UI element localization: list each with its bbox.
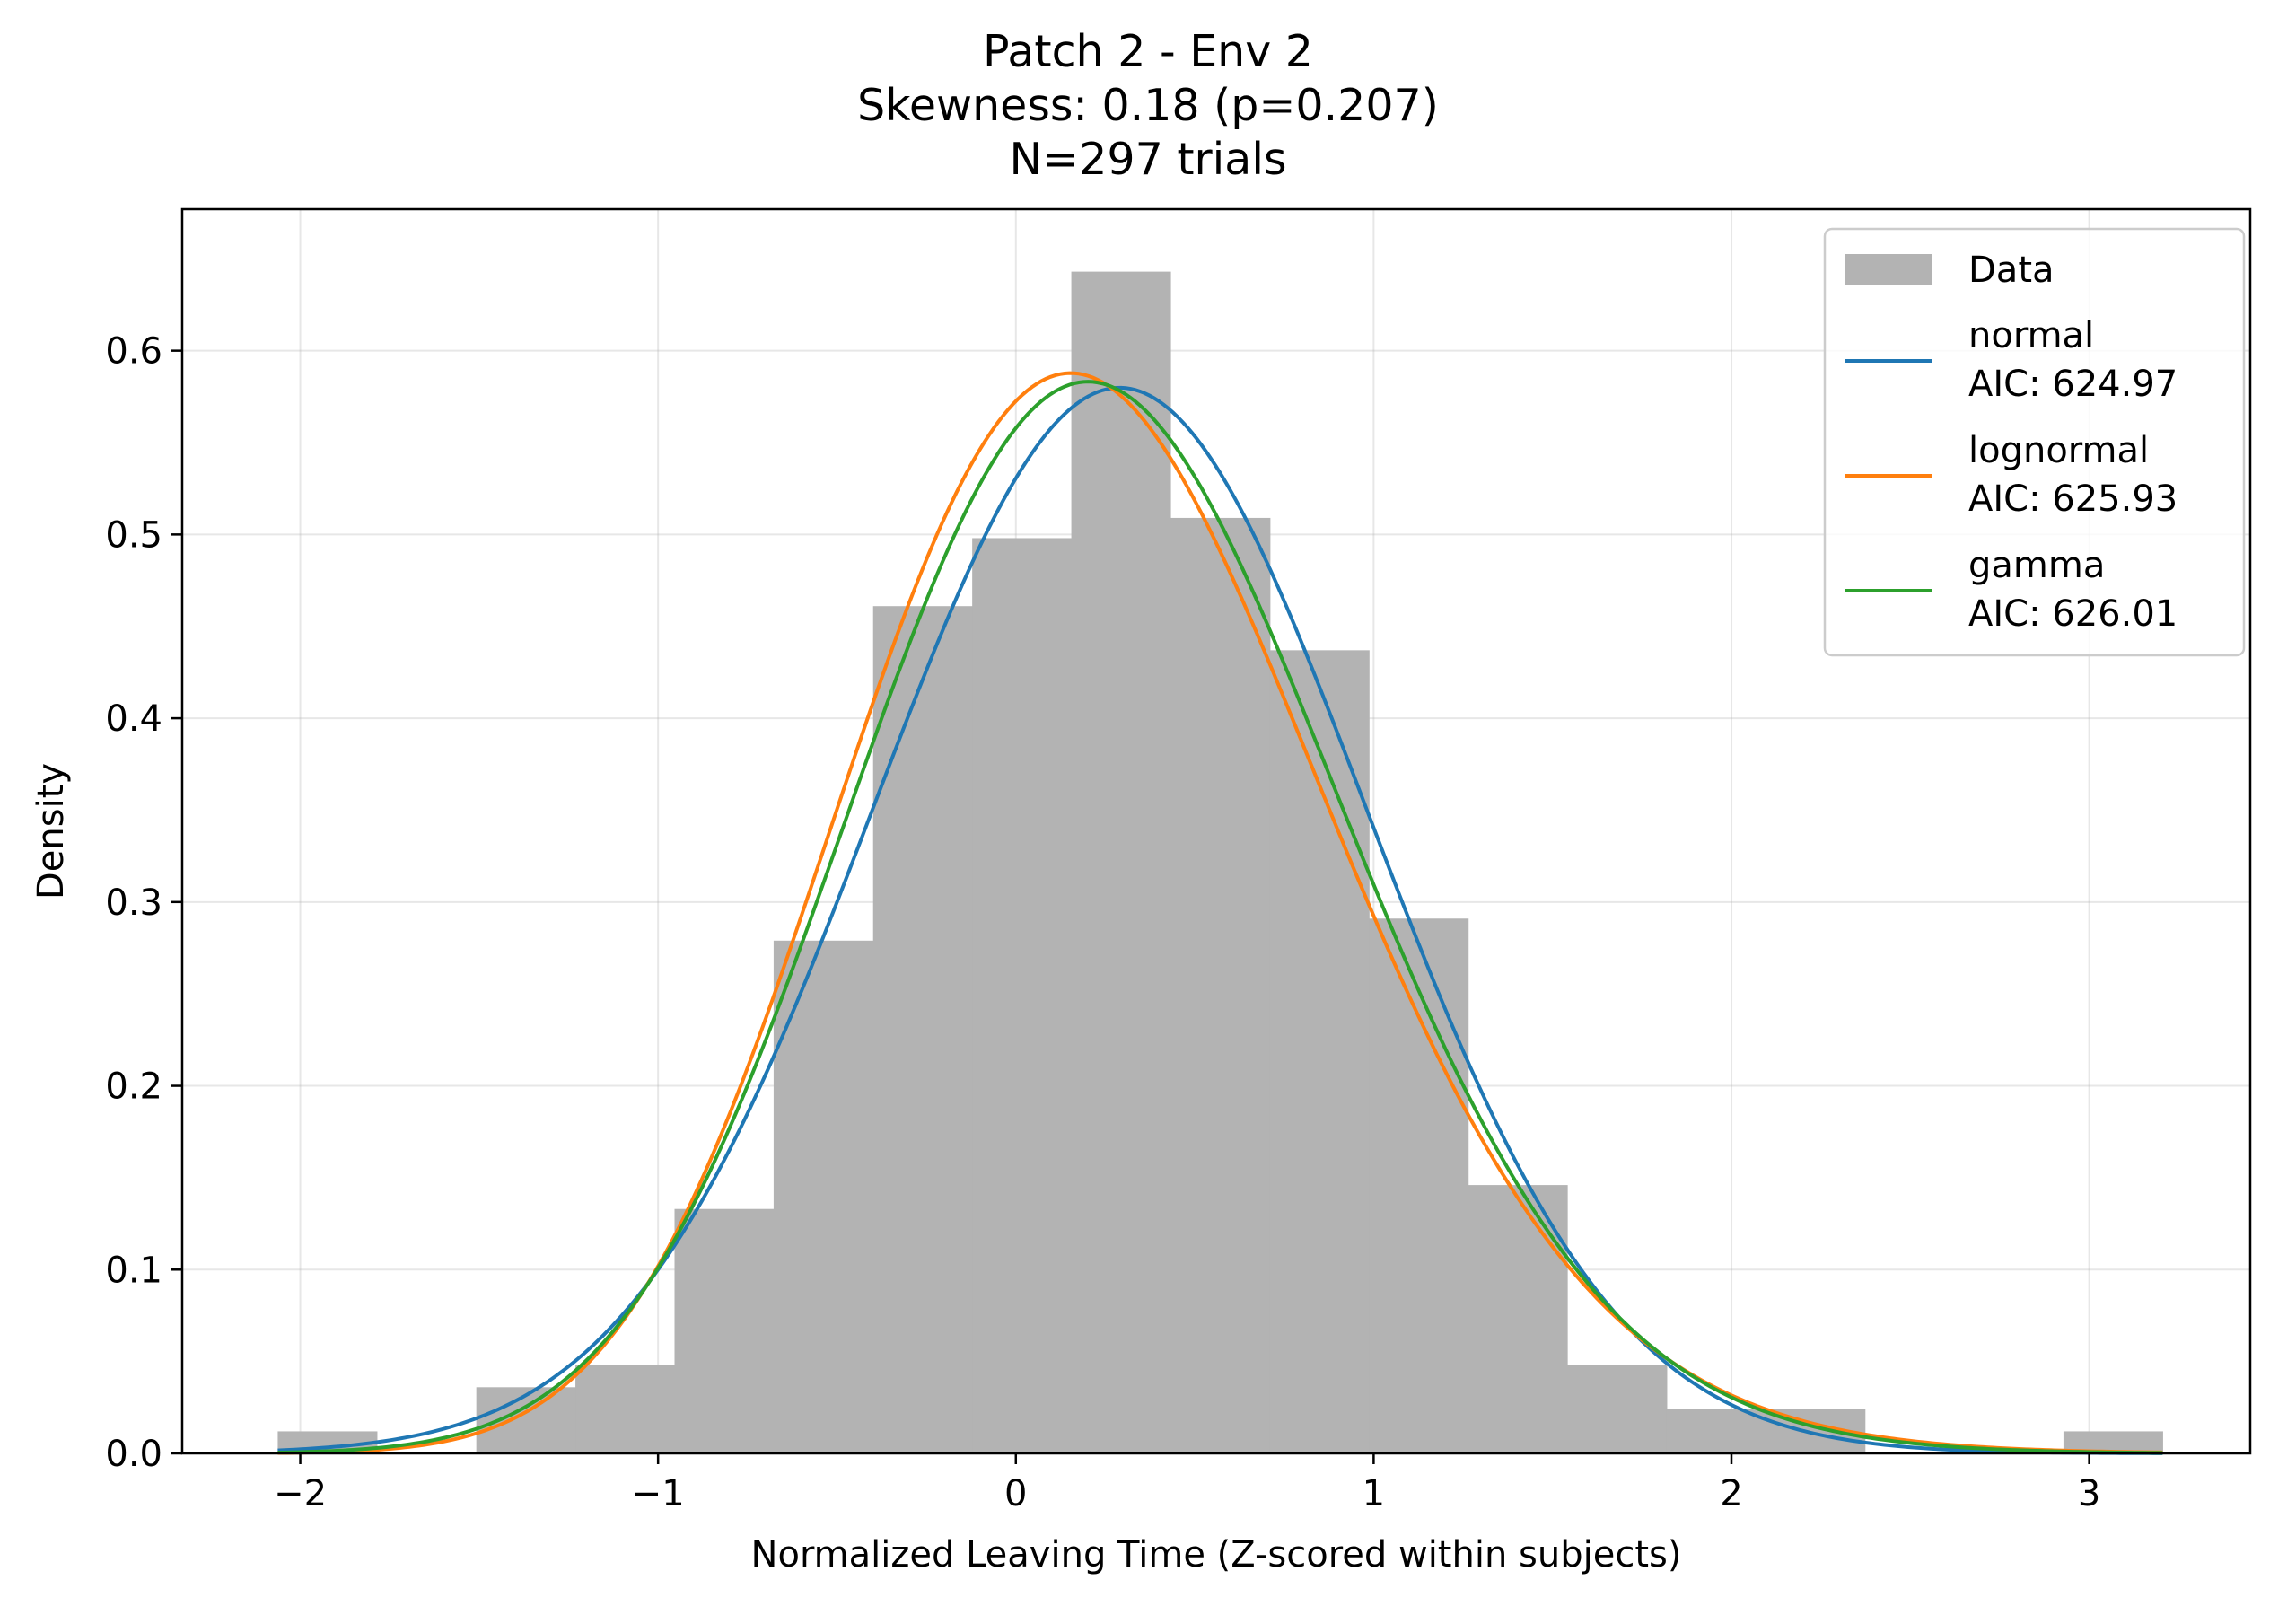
legend-label-normal: normal (1968, 315, 2094, 356)
histogram-bar (575, 1365, 676, 1453)
fit-curves (277, 371, 2163, 1455)
y-tick-label: 0.6 (105, 331, 162, 373)
legend-aic-normal: AIC: 624.97 (1968, 364, 2178, 405)
histogram-bar (773, 940, 874, 1453)
histogram-bar (674, 1208, 775, 1453)
y-tick-label: 0.2 (105, 1066, 162, 1108)
histogram-bar (972, 538, 1073, 1453)
legend-box (1823, 227, 2246, 657)
histogram-bar (1071, 271, 1171, 1454)
title-line-2: Skewness: 0.18 (p=0.207) (857, 80, 1439, 131)
legend-label-data: Data (1968, 250, 2055, 291)
histogram-bar (1468, 1185, 1568, 1453)
histogram-bar (1369, 918, 1469, 1453)
histogram-bar (476, 1387, 576, 1453)
x-tick-label: −2 (274, 1473, 327, 1514)
x-tick-label: 1 (1363, 1473, 1385, 1514)
y-axis-label: Density (31, 763, 72, 900)
plot-frame (180, 207, 2252, 1455)
y-tick-label: 0.5 (105, 514, 162, 556)
normal-fit-curve (277, 385, 2163, 1455)
x-tick-label: 3 (2078, 1473, 2100, 1514)
legend-aic-gamma: AIC: 626.01 (1968, 593, 2178, 635)
x-axis-label: Normalized Leaving Time (Z-scored within… (751, 1534, 1682, 1575)
y-tick-label: 0.1 (105, 1250, 162, 1291)
histogram-bar (1567, 1365, 1668, 1453)
y-tick-label: 0.0 (105, 1434, 162, 1475)
legend-label-gamma: gamma (1968, 545, 2105, 586)
legend: Data normal AIC: 624.97 lognormal AIC: 6… (1823, 227, 2246, 657)
title-line-3: N=297 trials (1009, 134, 1287, 185)
legend-aic-lognormal: AIC: 625.93 (1968, 478, 2178, 520)
legend-data-swatch (1845, 254, 1932, 285)
histogram-bar (1269, 650, 1370, 1453)
x-tick-label: 2 (1720, 1473, 1742, 1514)
histogram-bar (1666, 1409, 1766, 1453)
lognormal-fit-curve (277, 371, 2163, 1455)
x-tick-label: −1 (632, 1473, 685, 1514)
x-axis-ticks: −2 −1 0 1 2 3 (274, 1453, 2100, 1514)
histogram-bar (872, 606, 973, 1453)
legend-label-lognormal: lognormal (1968, 430, 2149, 471)
gamma-fit-curve (277, 380, 2163, 1455)
title-line-1: Patch 2 - Env 2 (983, 26, 1313, 77)
y-tick-label: 0.4 (105, 698, 162, 740)
histogram-bar (1170, 517, 1271, 1453)
y-tick-label: 0.3 (105, 882, 162, 924)
y-axis-ticks: 0.0 0.1 0.2 0.3 0.4 0.5 0.6 (105, 331, 182, 1475)
x-tick-label: 0 (1004, 1473, 1027, 1514)
